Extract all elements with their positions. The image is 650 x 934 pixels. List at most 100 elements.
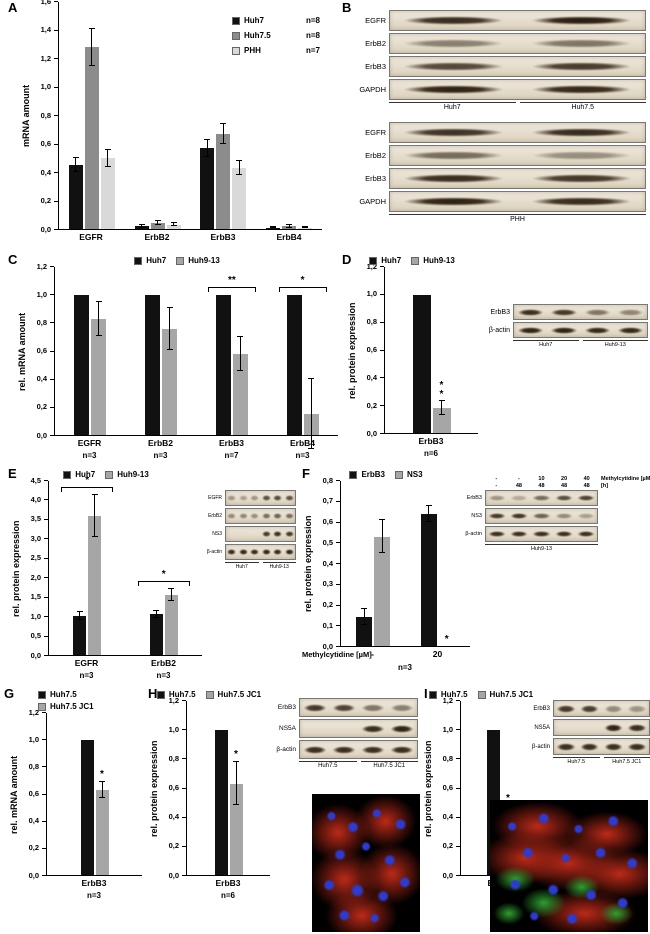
blot-header-value: - bbox=[495, 483, 498, 489]
category-n-label: n=3 bbox=[156, 671, 171, 680]
panel-label-C: C bbox=[8, 252, 18, 267]
blot-protein-label: ErbB3 bbox=[277, 704, 296, 711]
legend-item-Huh9-13: Huh9-13 bbox=[105, 470, 149, 479]
legend-swatch bbox=[411, 256, 420, 265]
blot-row-ErbB3: ErbB3 bbox=[458, 490, 598, 506]
error-bar bbox=[98, 302, 100, 336]
panel-D: D Huh7 Huh9-13 rel. protein expression 0,0 0… bbox=[340, 252, 650, 466]
chart-body: mRNA amount 0,0 0,2 0,4 0,6 0,8 1,0 1,2 1,4 1,6 bbox=[20, 0, 322, 233]
y-tick-label: 1,0 bbox=[442, 724, 453, 734]
blot-band bbox=[528, 197, 634, 206]
x-category: ErbB2 n=3 bbox=[125, 438, 196, 460]
y-tick-label: 0,2 bbox=[322, 600, 333, 609]
blot-protein-label: ErbB2 bbox=[208, 513, 222, 519]
blot-lane bbox=[547, 305, 580, 319]
legend-item-ErbB3: ErbB3 bbox=[349, 470, 385, 479]
error-bar-cap bbox=[270, 225, 277, 227]
blot-band bbox=[627, 723, 647, 732]
category-label: EGFR bbox=[79, 232, 103, 242]
western-blot-erbb3-actin: ErbB3 β-actin Huh7 Huh9-13 bbox=[478, 304, 648, 348]
blot-lane bbox=[614, 323, 647, 337]
blot-lane bbox=[581, 305, 614, 319]
blot-header-value: - bbox=[495, 476, 498, 482]
significance-label: * bbox=[234, 749, 238, 761]
x-axis: ErbB3 n=6 bbox=[148, 878, 270, 900]
y-tick-mark bbox=[42, 712, 46, 713]
blot-band bbox=[510, 531, 529, 537]
blot-lane-groups: Huh9-13 bbox=[458, 544, 598, 552]
bar-slot bbox=[374, 481, 391, 646]
blot-header-values: - 48 48 48 48 bbox=[485, 483, 598, 489]
bar-Huh7-EGFR bbox=[74, 295, 90, 435]
bar-Huh7-EGFR bbox=[68, 165, 83, 229]
blot-membrane-strip bbox=[513, 322, 648, 338]
blot-membrane-strip bbox=[225, 526, 296, 542]
bar-slot bbox=[298, 2, 313, 229]
legend-item-Huh7.5: Huh7.5 n=8 bbox=[232, 31, 320, 40]
blot-lane bbox=[284, 527, 296, 541]
y-tick-label: 1,2 bbox=[168, 695, 179, 705]
legend-item-Huh7.5 JC1: Huh7.5 JC1 bbox=[38, 702, 94, 711]
legend-label: Huh7.5 JC1 bbox=[50, 702, 94, 711]
blot-lane bbox=[272, 491, 284, 505]
error-bar-cap bbox=[166, 306, 173, 308]
error-bar bbox=[441, 401, 442, 416]
legend-item-Huh7: Huh7 bbox=[63, 470, 95, 479]
legend-label: Huh9-13 bbox=[117, 470, 149, 479]
blot-band bbox=[284, 549, 294, 555]
category-n-label: n=3 bbox=[295, 451, 310, 460]
error-bar bbox=[94, 494, 96, 538]
bar-slot bbox=[149, 481, 163, 655]
error-bar-cap bbox=[91, 493, 98, 495]
category-label: ErbB2 bbox=[147, 438, 174, 448]
bar-slot bbox=[74, 267, 90, 435]
x-categories: ErbB3 n=6 bbox=[186, 878, 270, 900]
blot-band bbox=[250, 549, 260, 555]
bar-slot bbox=[68, 2, 83, 229]
bar-group-EGFR bbox=[59, 2, 125, 229]
blot-lane bbox=[575, 491, 597, 505]
blot-band bbox=[510, 495, 529, 501]
blot-band bbox=[627, 742, 647, 751]
blot-rows: ErbB3 β-actin bbox=[478, 304, 648, 338]
error-bar-cap bbox=[438, 414, 445, 416]
blot-row-ErbB2: ErbB2 bbox=[348, 145, 646, 166]
bar-PHH-ErbB3 bbox=[232, 168, 247, 229]
y-axis: 0,0 0,1 0,2 0,3 0,4 0,5 0,6 0,7 0,8 bbox=[314, 476, 340, 650]
blot-band bbox=[528, 128, 634, 137]
y-tick-label: 1,0 bbox=[28, 734, 39, 744]
blot-band bbox=[488, 513, 507, 519]
blot-lane-groups: Huh7 Huh7.5 bbox=[348, 102, 646, 111]
error-bar-cap bbox=[170, 222, 177, 224]
error-bar-cap bbox=[425, 504, 432, 506]
chart-erbb3-protein-huh913: Huh7 Huh9-13 rel. protein expression 0,0 0,2… bbox=[346, 254, 478, 458]
legend-item-Huh7: Huh7 bbox=[369, 256, 401, 265]
error-bar-cap bbox=[204, 155, 211, 157]
bar-group-ErbB3 bbox=[191, 2, 257, 229]
blot-band bbox=[627, 704, 647, 713]
blot-band bbox=[583, 308, 611, 316]
legend-swatch bbox=[63, 470, 72, 479]
blot-group-spacer bbox=[266, 761, 296, 769]
y-tick-label: 1,2 bbox=[28, 707, 39, 717]
error-bar-cap bbox=[237, 336, 244, 337]
category-label: - bbox=[371, 649, 374, 659]
blot-band bbox=[227, 549, 237, 555]
blot-band bbox=[331, 745, 356, 754]
bar-slot bbox=[232, 267, 248, 435]
blot-lane bbox=[390, 169, 518, 188]
legend-item-PHH: PHH n=7 bbox=[232, 46, 320, 55]
blot-membrane-strip bbox=[485, 526, 598, 542]
blot-row-ErbB2: ErbB2 bbox=[348, 33, 646, 54]
error-bar bbox=[222, 124, 224, 144]
x-axis: ErbB3 n=6 bbox=[346, 436, 478, 458]
bar-slot bbox=[73, 481, 87, 655]
panel-H: H Huh7.5 Huh7.5 JC1 rel. protein expressio… bbox=[146, 686, 422, 934]
blot-band bbox=[583, 326, 611, 334]
significance-bracket bbox=[137, 581, 190, 587]
category-label: ErbB3 bbox=[210, 232, 236, 242]
blot-lane bbox=[261, 545, 273, 559]
error-bar-cap bbox=[286, 226, 293, 228]
blot-band bbox=[261, 549, 271, 555]
blot-lane bbox=[575, 527, 597, 541]
